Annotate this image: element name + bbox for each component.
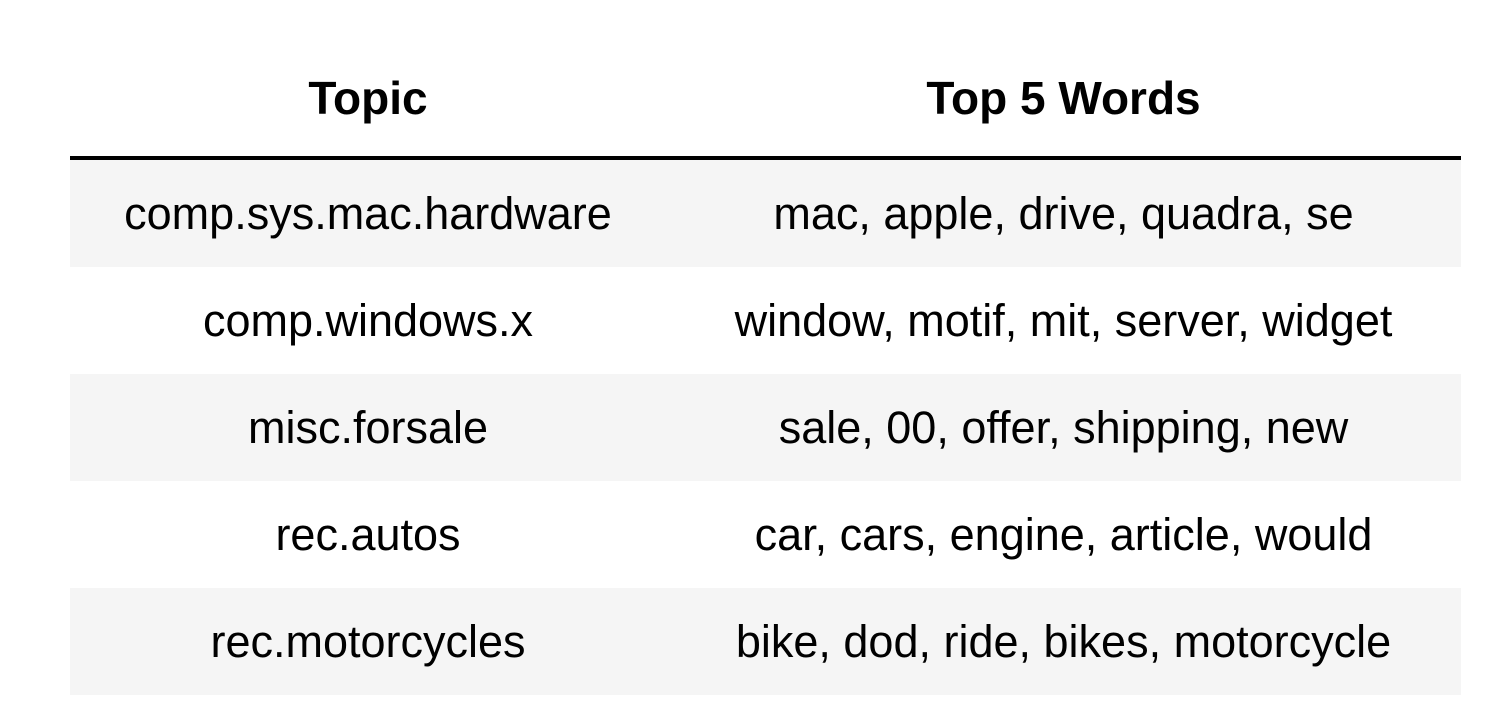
topic-cell: comp.windows.x [70,267,666,374]
table-body: comp.sys.mac.hardware mac, apple, drive,… [70,158,1461,695]
top-words-cell: bike, dod, ride, bikes, motorcycle [666,588,1461,695]
column-header-top-words: Top 5 Words [666,44,1461,160]
topic-words-table-container: Topic Top 5 Words comp.sys.mac.hardware … [70,44,1461,695]
table-header: Topic Top 5 Words [70,44,1461,160]
topic-cell: misc.forsale [70,374,666,481]
table-row: comp.sys.mac.hardware mac, apple, drive,… [70,158,1461,267]
table-row: rec.autos car, cars, engine, article, wo… [70,481,1461,588]
top-words-cell: mac, apple, drive, quadra, se [666,158,1461,267]
topic-cell: rec.autos [70,481,666,588]
top-words-cell: window, motif, mit, server, widget [666,267,1461,374]
header-row: Topic Top 5 Words [70,44,1461,160]
top-words-cell: sale, 00, offer, shipping, new [666,374,1461,481]
table-row: misc.forsale sale, 00, offer, shipping, … [70,374,1461,481]
table-row: comp.windows.x window, motif, mit, serve… [70,267,1461,374]
table-row: rec.motorcycles bike, dod, ride, bikes, … [70,588,1461,695]
top-words-cell: car, cars, engine, article, would [666,481,1461,588]
topic-cell: rec.motorcycles [70,588,666,695]
topic-words-table: Topic Top 5 Words comp.sys.mac.hardware … [70,44,1461,695]
topic-cell: comp.sys.mac.hardware [70,158,666,267]
column-header-topic: Topic [70,44,666,160]
